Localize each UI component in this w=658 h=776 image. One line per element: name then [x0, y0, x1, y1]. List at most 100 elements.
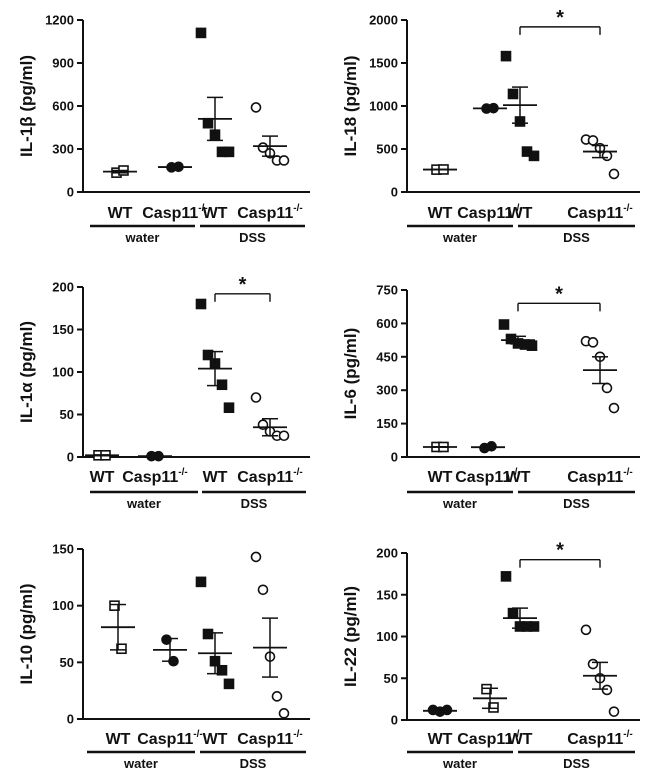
- category-label: Casp11-/-: [457, 203, 523, 222]
- category-label: Casp11-/-: [237, 729, 303, 748]
- data-point: [202, 349, 214, 361]
- category-label: WT: [506, 469, 531, 486]
- y-tick-label: 300: [376, 383, 398, 398]
- y-tick-label: 0: [391, 450, 398, 465]
- category-label-superscript: -/-: [198, 203, 207, 214]
- category-label-text: Casp11: [237, 469, 293, 486]
- data-point: [608, 168, 620, 180]
- category-label-text: Casp11: [142, 205, 198, 222]
- y-tick-label: 750: [376, 283, 398, 298]
- category-label: WT: [106, 731, 131, 748]
- group-label: DSS: [563, 496, 590, 511]
- data-point: [116, 643, 127, 655]
- group-label: DSS: [563, 230, 590, 245]
- data-point: [608, 402, 620, 414]
- category-label: WT: [428, 205, 453, 222]
- significance-star: *: [239, 274, 247, 296]
- data-point: [608, 706, 620, 717]
- category-label-text: WT: [203, 469, 228, 486]
- data-point: [601, 382, 613, 394]
- category-label-superscript: -/-: [511, 467, 520, 478]
- category-label: WT: [203, 731, 228, 748]
- category-label: WT: [508, 205, 533, 222]
- data-point: [271, 691, 283, 702]
- y-tick-label: 100: [376, 629, 398, 644]
- category-label-text: WT: [508, 731, 533, 748]
- data-point: [195, 298, 207, 310]
- category-label-superscript: -/-: [293, 203, 302, 214]
- category-label-superscript: -/-: [513, 203, 522, 214]
- data-point: [587, 337, 599, 348]
- y-tick-label: 150: [52, 322, 74, 337]
- y-tick-label: 0: [67, 185, 74, 200]
- data-point: [278, 155, 290, 166]
- category-label-superscript: -/-: [623, 203, 632, 214]
- y-axis-title: IL-6 (pg/ml): [341, 328, 360, 420]
- data-point: [488, 702, 499, 713]
- group-label: water: [123, 756, 158, 771]
- category-label-superscript: -/-: [193, 729, 202, 740]
- category-label-text: WT: [506, 469, 531, 486]
- y-tick-label: 0: [67, 712, 74, 727]
- data-point: [161, 634, 172, 645]
- category-label-text: Casp11: [457, 205, 513, 222]
- significance-star: *: [555, 283, 563, 305]
- y-axis-title: IL-1α (pg/ml): [17, 321, 36, 423]
- category-label: WT: [90, 469, 115, 486]
- category-label-text: Casp11: [122, 469, 178, 486]
- data-point: [202, 117, 214, 129]
- y-tick-label: 600: [376, 316, 398, 331]
- data-point: [587, 135, 599, 146]
- data-point: [481, 683, 492, 695]
- data-point: [526, 340, 538, 351]
- category-label: Casp11-/-: [457, 729, 523, 748]
- group-label: DSS: [241, 496, 268, 511]
- data-point: [507, 88, 519, 100]
- category-label-text: Casp11: [567, 469, 623, 486]
- data-point: [223, 402, 235, 414]
- y-tick-label: 500: [376, 142, 398, 157]
- y-tick-label: 200: [52, 280, 74, 295]
- y-tick-label: 0: [67, 450, 74, 465]
- category-label: WT: [203, 469, 228, 486]
- category-label-text: Casp11: [567, 731, 623, 748]
- category-label-superscript: -/-: [293, 729, 302, 740]
- data-point: [216, 664, 228, 676]
- data-point: [528, 150, 540, 162]
- data-point: [195, 576, 207, 588]
- category-label: WT: [428, 469, 453, 486]
- category-label: WT: [108, 205, 133, 222]
- category-label: Casp11-/-: [142, 203, 208, 222]
- category-label-text: WT: [90, 469, 115, 486]
- group-label: water: [126, 496, 161, 511]
- category-label-text: Casp11: [137, 731, 193, 748]
- category-label-text: WT: [428, 469, 453, 486]
- group-label: DSS: [240, 756, 267, 771]
- y-tick-label: 1500: [369, 56, 398, 71]
- group-label: DSS: [239, 230, 266, 245]
- category-label: Casp11-/-: [237, 467, 303, 486]
- category-label-superscript: -/-: [513, 729, 522, 740]
- data-point: [257, 584, 269, 596]
- category-label-superscript: -/-: [623, 729, 632, 740]
- category-label-text: WT: [108, 205, 133, 222]
- group-label: water: [125, 230, 160, 245]
- category-label-superscript: -/-: [293, 467, 302, 478]
- data-point: [500, 571, 512, 582]
- y-tick-label: 100: [52, 598, 74, 613]
- y-tick-label: 50: [384, 671, 398, 686]
- data-point: [223, 146, 235, 158]
- data-point: [500, 50, 512, 62]
- data-point: [278, 708, 290, 719]
- significance-star: *: [556, 540, 564, 562]
- y-tick-label: 0: [391, 185, 398, 200]
- category-label: Casp11-/-: [567, 467, 633, 486]
- category-label: Casp11-/-: [567, 203, 633, 222]
- data-point: [580, 624, 592, 636]
